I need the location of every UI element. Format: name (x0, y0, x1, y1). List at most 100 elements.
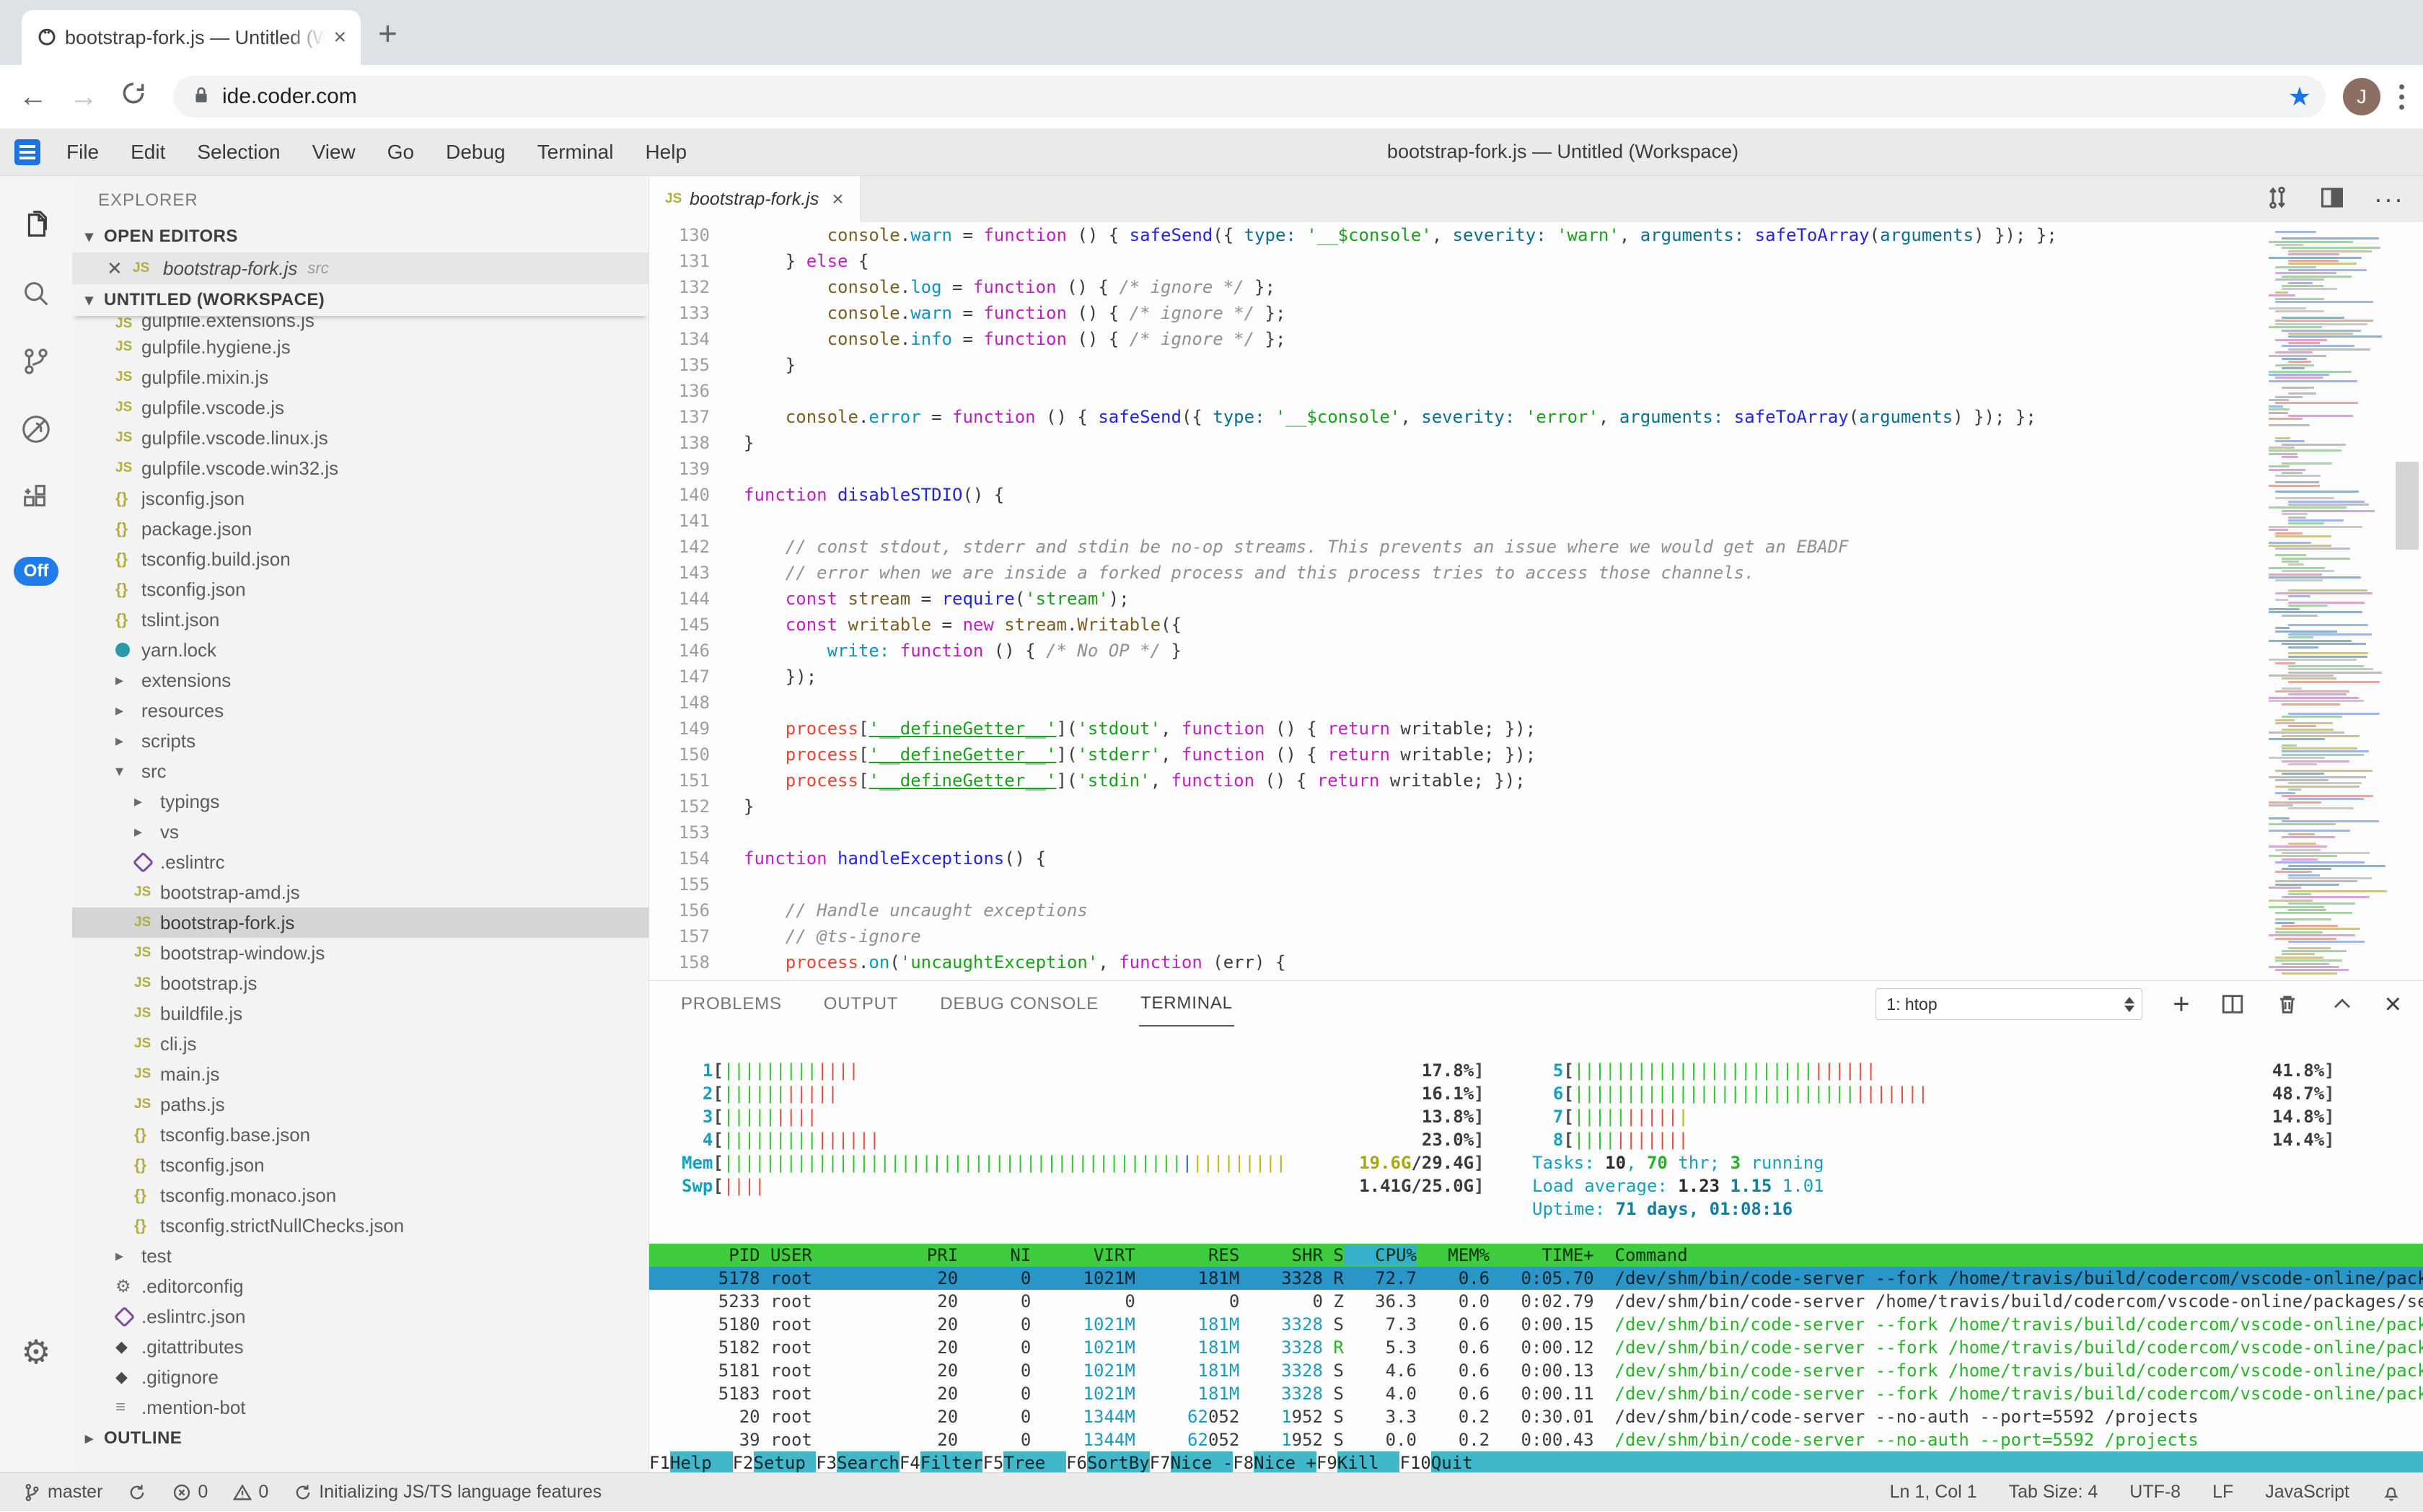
tree-item[interactable]: {} tsconfig.json (72, 1150, 648, 1180)
language-mode[interactable]: JavaScript (2265, 1482, 2349, 1502)
tab-terminal[interactable]: TERMINAL (1139, 982, 1234, 1027)
tree-item[interactable]: JS paths.js (72, 1089, 648, 1120)
url-input[interactable]: ide.coder.com ★ (173, 76, 2326, 118)
split-editor-icon[interactable] (2319, 185, 2345, 214)
new-terminal-icon[interactable]: + (2173, 988, 2190, 1020)
tree-item[interactable]: JS buildfile.js (72, 998, 648, 1029)
coder-logo-icon[interactable] (14, 139, 40, 165)
new-tab-button[interactable]: + (378, 14, 397, 52)
more-actions-icon[interactable]: ··· (2374, 184, 2404, 214)
warning-count[interactable]: 0 (232, 1482, 268, 1503)
tab-output[interactable]: OUTPUT (823, 994, 899, 1014)
terminal-select[interactable]: 1: htop (1875, 988, 2143, 1020)
tree-item[interactable]: ≡ .mention-bot (72, 1392, 648, 1423)
branch-indicator[interactable]: master (22, 1482, 102, 1503)
tree-item[interactable]: {} tsconfig.build.json (72, 544, 648, 574)
collaboration-off-badge[interactable]: Off (13, 557, 59, 586)
tab-size[interactable]: Tab Size: 4 (2008, 1482, 2098, 1502)
tree-item[interactable]: ▸ scripts (72, 726, 648, 756)
process-row[interactable]: 5181 root 20 0 1021M 181M 3328 S 4.6 0.6… (677, 1361, 2423, 1381)
tree-item[interactable]: JS bootstrap-window.js (72, 938, 648, 968)
editor-scrollbar[interactable] (2391, 222, 2423, 980)
tree-item[interactable]: JS gulpfile.extensions.js (72, 316, 648, 332)
code-area[interactable]: 130 console.warn = function () { safeSen… (649, 222, 2263, 980)
split-terminal-icon[interactable] (2220, 992, 2245, 1016)
tree-item[interactable]: {} package.json (72, 514, 648, 544)
tree-item[interactable]: {} tsconfig.json (72, 574, 648, 605)
tree-item[interactable]: {} jsconfig.json (72, 483, 648, 514)
encoding[interactable]: UTF-8 (2129, 1482, 2181, 1502)
tree-item[interactable]: {} tsconfig.strictNullChecks.json (72, 1210, 648, 1241)
menu-file[interactable]: File (66, 140, 100, 163)
tree-item[interactable]: JS bootstrap.js (72, 968, 648, 998)
editor-tab[interactable]: JS bootstrap-fork.js × (649, 176, 861, 222)
browser-tab[interactable]: bootstrap-fork.js — Untitled (W × (22, 10, 361, 65)
tree-item[interactable]: JS gulpfile.vscode.win32.js (72, 453, 648, 483)
section-open-editors[interactable]: ▾ OPEN EDITORS (85, 227, 238, 246)
extensions-icon[interactable] (0, 463, 72, 531)
tree-item[interactable]: ▾ src (72, 756, 648, 786)
tree-item[interactable]: JS gulpfile.mixin.js (72, 362, 648, 392)
tree-item[interactable]: ▸ vs (72, 817, 648, 847)
process-row[interactable]: 5182 root 20 0 1021M 181M 3328 R 5.3 0.6… (677, 1337, 2423, 1358)
process-row[interactable]: 5180 root 20 0 1021M 181M 3328 S 7.3 0.6… (677, 1314, 2423, 1335)
tree-item[interactable]: JS bootstrap-fork.js (72, 907, 648, 938)
tab-problems[interactable]: PROBLEMS (681, 994, 782, 1014)
explorer-icon[interactable] (0, 192, 72, 260)
tree-item[interactable]: JS gulpfile.vscode.js (72, 392, 648, 423)
tree-item[interactable]: yarn.lock (72, 635, 648, 665)
tree-item[interactable]: ◆ .gitignore (72, 1362, 648, 1392)
tree-item[interactable]: ⚙ .editorconfig (72, 1271, 648, 1301)
menu-edit[interactable]: Edit (131, 140, 166, 163)
close-panel-icon[interactable]: × (2384, 988, 2401, 1020)
scrollbar-thumb[interactable] (2396, 462, 2419, 550)
process-row[interactable]: 5233 root 20 0 0 0 0 Z 36.3 0.0 0:02.79 … (677, 1291, 2423, 1311)
tree-item[interactable]: ▸ typings (72, 786, 648, 817)
section-outline[interactable]: ▸ OUTLINE (85, 1428, 183, 1448)
section-workspace[interactable]: ▾ UNTITLED (WORKSPACE) (72, 284, 648, 316)
open-changes-icon[interactable] (2264, 185, 2290, 214)
eol[interactable]: LF (2212, 1482, 2234, 1502)
maximize-panel-icon[interactable] (2330, 992, 2354, 1016)
tree-item[interactable]: JS gulpfile.hygiene.js (72, 332, 648, 362)
process-row[interactable]: 20 root 20 0 1344M 62052 1952 S 3.3 0.2 … (677, 1407, 2199, 1427)
tree-item[interactable]: ▸ extensions (72, 665, 648, 695)
kill-terminal-icon[interactable] (2275, 992, 2300, 1016)
sync-button[interactable] (127, 1482, 147, 1503)
process-row[interactable]: 5183 root 20 0 1021M 181M 3328 S 4.0 0.6… (677, 1384, 2423, 1404)
process-table-header[interactable]: PID USER PRI NI VIRT RES SHR S CPU% MEM%… (649, 1244, 2423, 1267)
back-icon[interactable]: ← (19, 80, 48, 113)
tree-item[interactable]: ▸ resources (72, 695, 648, 726)
debug-disabled-icon[interactable] (0, 395, 72, 463)
tree-item[interactable]: .eslintrc (72, 847, 648, 877)
tab-close-icon[interactable]: × (333, 25, 346, 49)
reload-icon[interactable] (120, 79, 147, 114)
minimap[interactable] (2263, 222, 2391, 980)
tree-item[interactable]: {} tsconfig.monaco.json (72, 1180, 648, 1210)
tree-item[interactable]: JS gulpfile.vscode.linux.js (72, 423, 648, 453)
bookmark-star-icon[interactable]: ★ (2287, 82, 2311, 111)
process-row[interactable]: 39 root 20 0 1344M 62052 1952 S 0.0 0.2 … (677, 1430, 2199, 1450)
process-row[interactable]: 5178 root 20 0 1021M 181M 3328 R 72.7 0.… (649, 1267, 2423, 1290)
tree-item[interactable]: {} tsconfig.base.json (72, 1120, 648, 1150)
code-editor[interactable]: 130 console.warn = function () { safeSen… (649, 222, 2423, 980)
tree-item[interactable]: ▸ test (72, 1241, 648, 1271)
settings-gear-icon[interactable]: ⚙ (21, 1333, 51, 1371)
menu-go[interactable]: Go (387, 140, 415, 163)
search-icon[interactable] (0, 260, 72, 328)
notifications-bell-icon[interactable] (2381, 1482, 2401, 1503)
tab-debug-console[interactable]: DEBUG CONSOLE (940, 994, 1099, 1014)
tree-item[interactable]: .eslintrc.json (72, 1301, 648, 1332)
tree-item[interactable]: JS bootstrap-amd.js (72, 877, 648, 907)
source-control-icon[interactable] (0, 328, 72, 395)
tree-item[interactable]: JS cli.js (72, 1029, 648, 1059)
menu-help[interactable]: Help (645, 140, 687, 163)
tree-item[interactable]: ◆ .gitattributes (72, 1332, 648, 1362)
error-count[interactable]: 0 (172, 1482, 208, 1503)
menu-view[interactable]: View (312, 140, 356, 163)
browser-menu-icon[interactable] (2399, 84, 2404, 110)
avatar[interactable]: J (2343, 78, 2380, 115)
open-editor-item[interactable]: ✕ JS bootstrap-fork.js src (72, 252, 648, 284)
terminal[interactable]: 1[||||||||||||| 17.8%] 5[|||||||||||||||||… (649, 1027, 2423, 1472)
close-icon[interactable]: ✕ (107, 257, 123, 279)
